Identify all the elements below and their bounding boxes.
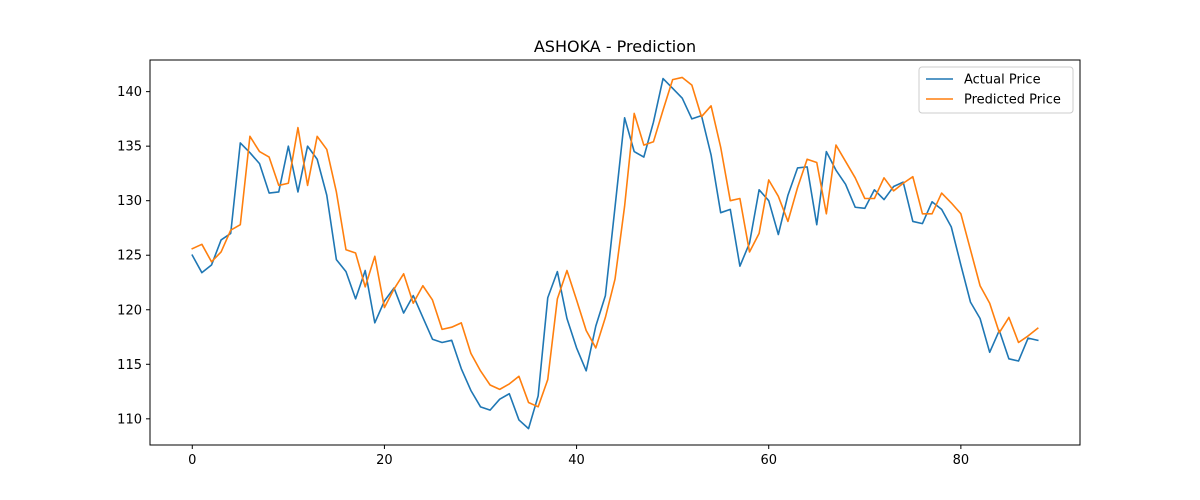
legend-label-predicted: Predicted Price xyxy=(964,93,1061,108)
y-tick-label: 120 xyxy=(117,303,142,318)
x-tick-label: 80 xyxy=(953,453,970,468)
x-tick-label: 60 xyxy=(760,453,777,468)
x-tick-label: 0 xyxy=(188,453,196,468)
axes-frame xyxy=(149,59,1081,446)
x-tick-label: 20 xyxy=(376,453,393,468)
y-tick-label: 125 xyxy=(117,249,142,264)
y-tick-label: 115 xyxy=(117,358,142,373)
y-tick-label: 140 xyxy=(117,85,142,100)
x-tick-label: 40 xyxy=(568,453,585,468)
plot-area xyxy=(191,76,1039,430)
series-line-actual xyxy=(191,77,1039,430)
chart-title: ASHOKA - Prediction xyxy=(534,37,696,56)
legend: Actual Price Predicted Price xyxy=(918,66,1074,114)
y-tick-label: 135 xyxy=(117,140,142,155)
y-axis: 110 115 120 125 130 135 140 xyxy=(117,85,150,427)
legend-label-actual: Actual Price xyxy=(964,73,1041,88)
series-line-predicted xyxy=(191,76,1039,408)
x-axis: 0 20 40 60 80 xyxy=(188,445,969,468)
y-tick-label: 130 xyxy=(117,194,142,209)
legend-box xyxy=(918,66,1074,114)
y-tick-label: 110 xyxy=(117,412,142,427)
